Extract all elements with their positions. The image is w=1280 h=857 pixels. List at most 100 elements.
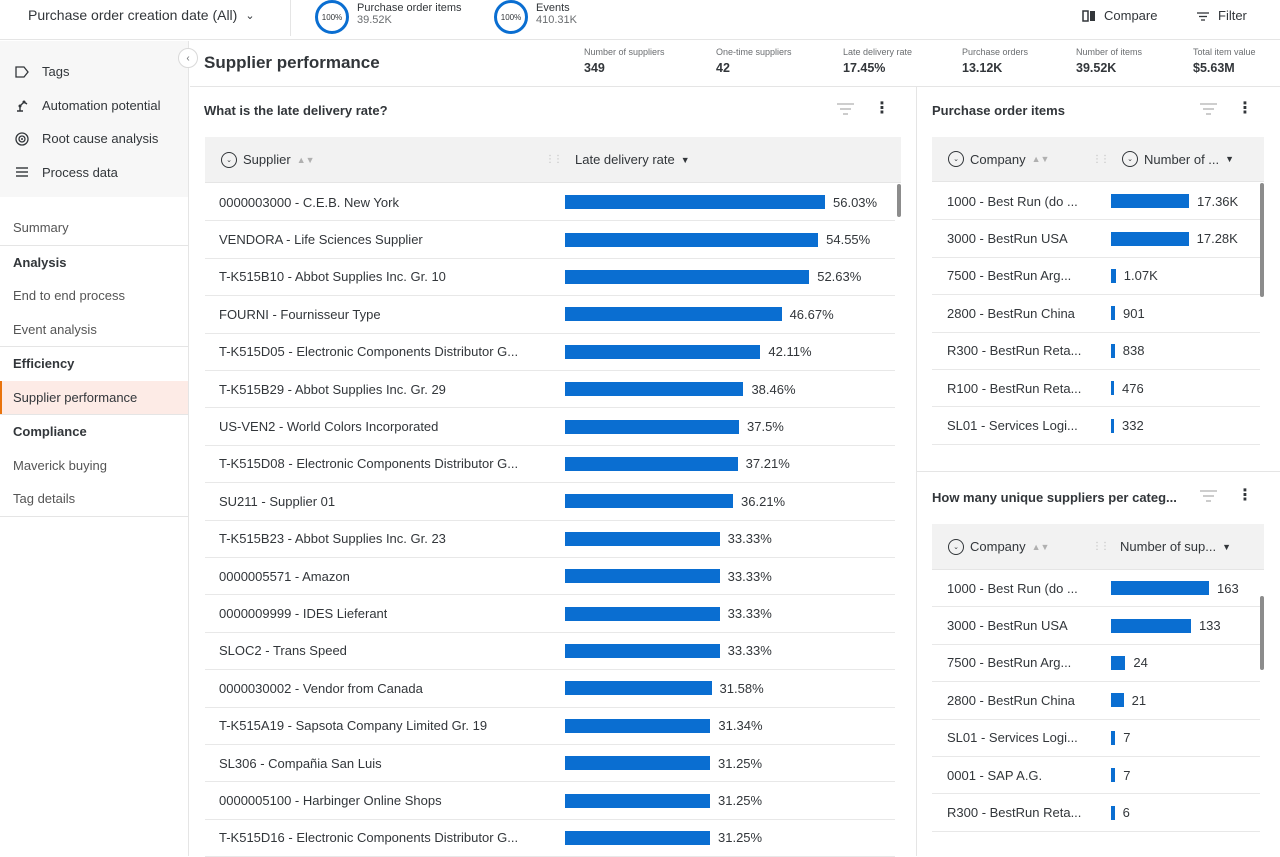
- sort-descending-icon[interactable]: ▼: [1222, 541, 1232, 552]
- filter-icon[interactable]: [837, 103, 854, 115]
- header-kpi: One-time suppliers 42: [716, 47, 792, 75]
- sidebar-tool-process-data[interactable]: Process data: [0, 156, 188, 190]
- more-options-icon[interactable]: ⋮: [1237, 100, 1253, 117]
- bar: [565, 718, 711, 733]
- sidebar: Tags Automation potential Root cause ana…: [0, 41, 189, 856]
- bar-value-label: 46.67%: [789, 306, 834, 322]
- row-name: 7500 - BestRun Arg...: [947, 268, 1072, 284]
- table-row[interactable]: R300 - BestRun Reta... 838: [932, 333, 1260, 370]
- table-row[interactable]: T-K515D16 - Electronic Components Distri…: [205, 820, 895, 857]
- date-filter-dropdown[interactable]: Purchase order creation date (All) ⌄: [28, 7, 255, 23]
- column-header-number[interactable]: Number of sup... ▼: [1120, 539, 1231, 554]
- header-kpi-value: 13.12K: [962, 61, 1003, 75]
- bar: [1111, 268, 1116, 283]
- table-row[interactable]: US-VEN2 - World Colors Incorporated 37.5%: [205, 408, 895, 446]
- sidebar-item-supplier-performance[interactable]: Supplier performance: [0, 380, 188, 414]
- bar: [1111, 768, 1116, 783]
- table-row[interactable]: 3000 - BestRun USA 17.28K: [932, 220, 1260, 258]
- table-row[interactable]: R100 - BestRun Reta... 476: [932, 370, 1260, 408]
- table-row[interactable]: 0000030002 - Vendor from Canada 31.58%: [205, 670, 895, 708]
- table-row[interactable]: SL01 - Services Logi... 7: [932, 720, 1260, 757]
- table-row[interactable]: SU211 - Supplier 01 36.21%: [205, 483, 895, 521]
- sidebar-tool-tags[interactable]: Tags: [0, 55, 188, 89]
- bar-value-label: 31.25%: [718, 755, 763, 771]
- table-row[interactable]: 0000009999 - IDES Lieferant 33.33%: [205, 595, 895, 633]
- table-row[interactable]: 2800 - BestRun China 901: [932, 295, 1260, 333]
- table-row[interactable]: T-K515B10 - Abbot Supplies Inc. Gr. 10 52…: [205, 259, 895, 297]
- table-row[interactable]: SLOC2 - Trans Speed 33.33%: [205, 633, 895, 671]
- bar: [565, 531, 720, 546]
- bar-value-label: 33.33%: [727, 531, 772, 547]
- bar-value-label: 31.25%: [718, 830, 763, 846]
- sidebar-item-summary[interactable]: Summary: [13, 220, 69, 236]
- sidebar-tool-root-cause[interactable]: Root cause analysis: [0, 122, 188, 156]
- table-row[interactable]: 1000 - Best Run (do ... 17.36K: [932, 183, 1260, 221]
- table-row[interactable]: SL01 - Services Logi... 332: [932, 407, 1260, 445]
- bar: [1111, 194, 1189, 209]
- expand-icon[interactable]: ⌄: [1122, 151, 1138, 167]
- row-name: R100 - BestRun Reta...: [947, 380, 1082, 396]
- bar-value-label: 31.25%: [718, 793, 763, 809]
- expand-icon[interactable]: ⌄: [948, 538, 964, 555]
- filter-icon[interactable]: [1200, 103, 1217, 115]
- table-row[interactable]: 0000005571 - Amazon 33.33%: [205, 558, 895, 596]
- table-row[interactable]: T-K515D08 - Electronic Components Distri…: [205, 446, 895, 484]
- table-row[interactable]: R300 - BestRun Reta... 6: [932, 794, 1260, 832]
- table-row[interactable]: T-K515D05 - Electronic Components Distri…: [205, 334, 895, 371]
- table-row[interactable]: 1000 - Best Run (do ... 163: [932, 570, 1260, 608]
- bar-value-label: 838: [1122, 343, 1145, 359]
- row-name: SL01 - Services Logi...: [947, 730, 1078, 746]
- collapse-sidebar-button[interactable]: ‹: [178, 48, 198, 68]
- table-row[interactable]: T-K515B29 - Abbot Supplies Inc. Gr. 29 38…: [205, 371, 895, 409]
- table-row[interactable]: FOURNI - Fournisseur Type 46.67%: [205, 296, 895, 334]
- compare-button[interactable]: Compare: [1072, 6, 1167, 25]
- chevron-down-icon: ⌄: [245, 9, 255, 22]
- column-resize-handle[interactable]: ⋮⋮: [1092, 541, 1110, 552]
- sort-descending-icon[interactable]: ▼: [1225, 154, 1235, 164]
- bar: [565, 793, 710, 808]
- expand-icon[interactable]: ⌄: [948, 151, 964, 167]
- table-row[interactable]: SL306 - Compañia San Luis 31.25%: [205, 745, 895, 783]
- sort-icon[interactable]: ▲▼: [296, 154, 315, 165]
- filter-button[interactable]: Filter: [1186, 6, 1257, 25]
- table-row[interactable]: 0000003000 - C.E.B. New York 56.03%: [205, 184, 895, 222]
- row-name: 0000003000 - C.E.B. New York: [219, 194, 399, 210]
- sidebar-tools: Tags Automation potential Root cause ana…: [0, 41, 188, 197]
- column-resize-handle[interactable]: ⋮⋮: [1092, 153, 1110, 165]
- column-header-company[interactable]: ⌄ Company ▲▼: [948, 538, 1050, 555]
- scrollbar[interactable]: [897, 184, 901, 217]
- table-row[interactable]: VENDORA - Life Sciences Supplier 54.55%: [205, 221, 895, 259]
- table-row[interactable]: 0000005100 - Harbinger Online Shops 31.25…: [205, 782, 895, 820]
- scrollbar[interactable]: [1260, 596, 1264, 670]
- sidebar-item-event-analysis[interactable]: Event analysis: [13, 321, 97, 337]
- table-row[interactable]: 0001 - SAP A.G. 7: [932, 757, 1260, 795]
- more-options-icon[interactable]: ⋮: [874, 100, 890, 117]
- expand-icon[interactable]: ⌄: [221, 151, 237, 168]
- filter-icon[interactable]: [1200, 490, 1217, 502]
- column-header-company[interactable]: ⌄ Company ▲▼: [948, 151, 1049, 167]
- sort-icon[interactable]: ▲▼: [1031, 541, 1050, 552]
- row-name: FOURNI - Fournisseur Type: [219, 306, 381, 322]
- more-options-icon[interactable]: ⋮: [1237, 487, 1253, 504]
- sort-descending-icon[interactable]: ▼: [680, 154, 690, 165]
- sidebar-item-maverick-buying[interactable]: Maverick buying: [13, 457, 107, 473]
- column-header-late-delivery-rate[interactable]: Late delivery rate ▼: [575, 152, 690, 167]
- scrollbar[interactable]: [1260, 183, 1264, 297]
- table-row[interactable]: 7500 - BestRun Arg... 1.07K: [932, 258, 1260, 296]
- table-row[interactable]: T-K515B23 - Abbot Supplies Inc. Gr. 23 33…: [205, 521, 895, 558]
- header-kpi-label: Number of suppliers: [584, 47, 665, 57]
- sort-icon[interactable]: ▲▼: [1031, 154, 1050, 164]
- table-row[interactable]: 3000 - BestRun USA 133: [932, 607, 1260, 645]
- robot-arm-icon: [14, 97, 30, 113]
- sidebar-tool-automation[interactable]: Automation potential: [0, 89, 188, 123]
- sidebar-item-end-to-end[interactable]: End to end process: [13, 288, 126, 304]
- column-resize-handle[interactable]: ⋮⋮: [545, 154, 563, 165]
- sidebar-item-tag-details[interactable]: Tag details: [13, 491, 76, 507]
- bar-value-label: 33.33%: [727, 606, 772, 622]
- table-row[interactable]: 2800 - BestRun China 21: [932, 682, 1260, 720]
- table-row[interactable]: T-K515A19 - Sapsota Company Limited Gr. …: [205, 708, 895, 745]
- column-header-supplier[interactable]: ⌄ Supplier ▲▼: [221, 151, 315, 168]
- sidebar-tool-label: Automation potential: [42, 97, 161, 113]
- column-header-number[interactable]: ⌄ Number of ... ▼: [1122, 151, 1234, 167]
- table-row[interactable]: 7500 - BestRun Arg... 24: [932, 645, 1260, 683]
